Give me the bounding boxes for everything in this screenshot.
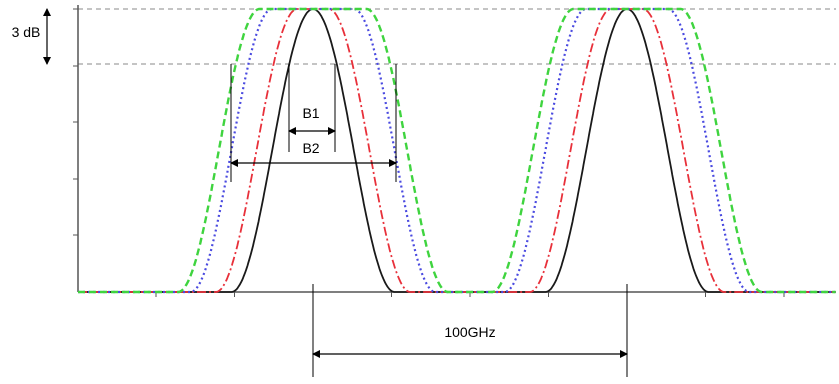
filter-curve-green bbox=[78, 7, 836, 294]
filter-curve-black bbox=[78, 8, 836, 293]
three-db-label: 3 dB bbox=[12, 24, 41, 40]
b2-label: B2 bbox=[302, 140, 319, 156]
filter-curves bbox=[78, 7, 836, 294]
spacing-label: 100GHz bbox=[444, 324, 495, 340]
filter-curve-blue bbox=[78, 7, 836, 294]
filter-curve-red bbox=[78, 8, 836, 293]
reference-guides bbox=[78, 8, 836, 65]
annotations bbox=[43, 8, 628, 377]
b1-label: B1 bbox=[302, 105, 319, 121]
